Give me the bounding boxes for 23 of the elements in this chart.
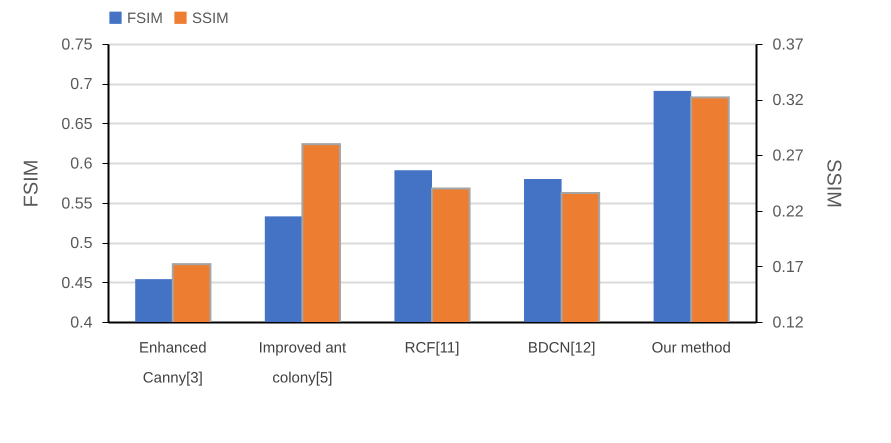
y-axis-title: FSIM <box>20 160 42 208</box>
y-tick-label: 0.7 <box>70 76 93 94</box>
y2-tick-label: 0.17 <box>772 258 804 276</box>
y2-tick-label: 0.27 <box>772 148 804 165</box>
y2-tick-label: 0.12 <box>772 314 804 332</box>
y2-tick-label: 0.32 <box>772 92 804 110</box>
y-tick-label: 0.75 <box>61 36 93 54</box>
y-tick-label: 0.4 <box>70 314 93 332</box>
y2-axis-title: SSIM <box>822 159 845 208</box>
y2-tick-label: 0.37 <box>772 36 804 54</box>
x-tick-label: BDCN[12] <box>528 340 596 356</box>
x-tick-label: RCF[11] <box>404 340 460 356</box>
y-tick-label: 0.65 <box>61 116 93 133</box>
y-tick-label: 0.5 <box>70 235 93 252</box>
y2-tick-label: 0.22 <box>772 203 804 220</box>
y-tick-label: 0.55 <box>61 195 93 212</box>
x-tick-label: Our method <box>652 340 731 356</box>
legend-label: FSIM <box>127 10 163 27</box>
y-tick-label: 0.6 <box>70 156 93 173</box>
x-tick-label: Improved ant colony[5] <box>258 340 348 386</box>
y-tick-label: 0.45 <box>61 274 93 292</box>
legend-label: SSIM <box>192 10 229 27</box>
x-tick-label: Enhanced Canny[3] <box>139 340 207 386</box>
